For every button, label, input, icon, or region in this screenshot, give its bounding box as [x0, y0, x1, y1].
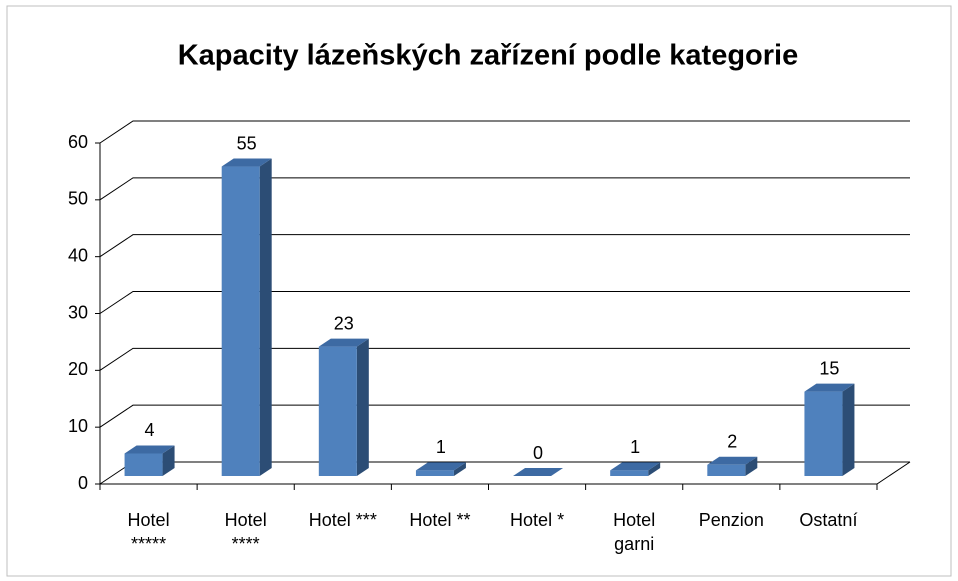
bar-top [415, 462, 466, 471]
bar-side [162, 445, 175, 476]
bar-top [707, 456, 758, 465]
x-tick-label: Hotel *** [308, 510, 377, 530]
grid-line [99, 177, 910, 201]
bar-side [745, 456, 758, 476]
x-tick-label: Hotel * [510, 510, 565, 530]
grid-line [99, 291, 910, 314]
bar [318, 346, 357, 476]
grid-line [99, 120, 910, 144]
x-tick-label: Hotel ***** [127, 510, 170, 554]
data-label: 15 [819, 358, 839, 378]
bar-top [221, 158, 272, 167]
x-tick-label: Ostatní [799, 510, 858, 530]
y-tick-label: 0 [78, 473, 88, 493]
y-tick-label: 20 [68, 359, 88, 379]
bar-top [513, 468, 564, 476]
data-label: 55 [237, 133, 257, 153]
data-label: 23 [334, 313, 354, 333]
bar-side [453, 462, 466, 476]
bar [804, 391, 843, 476]
data-label: 1 [436, 437, 446, 457]
bar-top [804, 383, 855, 392]
bar [707, 464, 746, 476]
y-tick-label: 50 [68, 189, 88, 209]
chart-title: Kapacity lázeňských zařízení podle kateg… [178, 40, 799, 72]
bar-side [259, 158, 272, 477]
data-label: 0 [533, 443, 543, 463]
x-tick-label: Hotel garni [613, 510, 656, 554]
data-label: 4 [145, 420, 155, 440]
bar-side [842, 383, 855, 476]
y-tick-label: 40 [68, 245, 88, 265]
y-tick-label: 60 [68, 132, 88, 152]
x-tick-label: Hotel ** [409, 510, 471, 530]
bar [415, 470, 454, 476]
x-tick-label: Hotel **** [224, 510, 267, 554]
bar-top [318, 338, 369, 347]
grid-line [99, 234, 910, 258]
bar-side [356, 338, 369, 476]
y-tick-label: 30 [68, 302, 88, 322]
bar-side [648, 462, 661, 476]
x-tick-label: Penzion [698, 510, 764, 530]
bar [610, 470, 649, 476]
bar [221, 166, 260, 477]
bar-top [610, 462, 661, 471]
y-tick-label: 10 [68, 416, 88, 436]
grid-line [99, 347, 910, 371]
bar [124, 453, 163, 476]
bar-top [124, 445, 175, 454]
data-label: 2 [727, 431, 737, 451]
data-label: 1 [630, 437, 640, 457]
grid-line [99, 404, 910, 428]
